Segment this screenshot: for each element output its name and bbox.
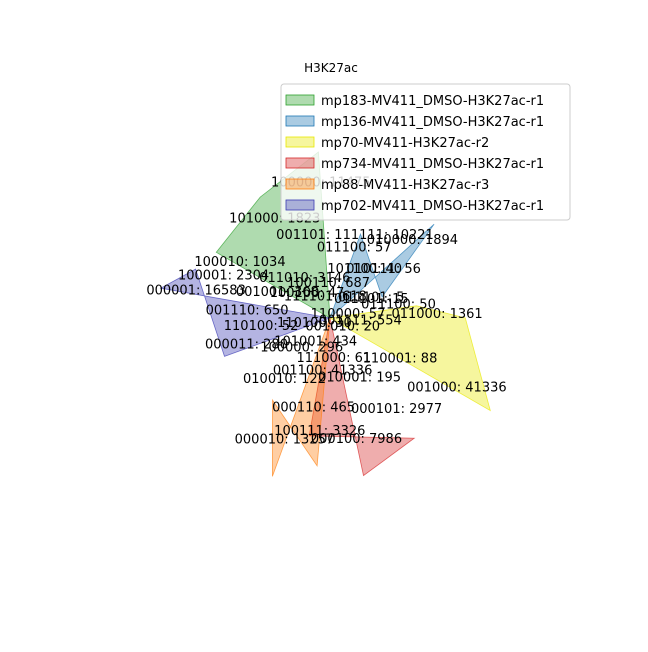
annotation-label: 111000: 61 xyxy=(296,351,371,366)
petal-series-6 xyxy=(159,268,332,357)
legend-box xyxy=(280,83,571,221)
legend-swatch xyxy=(285,157,315,169)
legend-label: mp70-MV411-H3K27ac-r2 xyxy=(321,136,489,151)
data-label: 011101: 5 xyxy=(338,290,404,305)
annotation-label: 001111: 554 xyxy=(319,314,402,329)
annotation-label: 111101: 618 xyxy=(284,290,367,305)
data-label: 000110: 465 xyxy=(272,400,355,415)
petal-series-3 xyxy=(328,305,491,412)
data-label: 000101: 2977 xyxy=(351,402,442,417)
annotation-label: 010001: 195 xyxy=(318,370,401,385)
annotation-label: 001010: 20 xyxy=(305,320,380,335)
annotation-label: 001101: 111111: 10221 xyxy=(276,228,434,243)
legend-label: mp734-MV411_DMSO-H3K27ac-r1 xyxy=(321,157,544,172)
legend: mp183-MV411_DMSO-H3K27ac-r1 mp136-MV411_D… xyxy=(280,83,571,221)
data-label: 000100: 7986 xyxy=(311,432,402,447)
data-label: 100001: 2304 xyxy=(178,268,269,283)
data-label: 100111: 3326 xyxy=(274,424,365,439)
legend-swatch xyxy=(285,199,315,211)
petal-series-2 xyxy=(329,223,435,319)
annotation-label: 110100: 52 xyxy=(224,319,299,334)
legend-swatch xyxy=(285,178,315,190)
data-label: 000001: 16583 xyxy=(146,283,246,298)
annotation-label: 101100: 40 xyxy=(327,262,402,277)
petal-series-5 xyxy=(271,317,331,477)
data-label: 011100: 57 xyxy=(317,241,392,256)
annotation-label: 010111: 56 xyxy=(346,262,421,277)
annotation-label: 101001: 434 xyxy=(274,335,357,350)
annotation-label: 110000: 57 xyxy=(311,307,386,322)
annotation-label: 110001: 88 xyxy=(363,352,438,367)
annotation-label: 001110: 650 xyxy=(206,303,289,318)
annotation-label: 100100: 47 xyxy=(270,286,345,301)
legend-label: mp702-MV411_DMSO-H3K27ac-r1 xyxy=(321,199,544,214)
annotation-label: 001100: 41336 xyxy=(273,364,373,379)
annotation-label: 100000: 296 xyxy=(260,341,343,356)
petal-series-4 xyxy=(308,317,416,477)
data-label: 001000: 41336 xyxy=(407,380,507,395)
annotation-label: 011010: 3146 xyxy=(259,271,350,286)
data-label: 011100: 50 xyxy=(361,297,436,312)
data-label: 010010: 122 xyxy=(243,372,326,387)
data-label: 000010: 13257 xyxy=(235,432,335,447)
legend-label: mp136-MV411_DMSO-H3K27ac-r1 xyxy=(321,115,544,130)
data-label: 011000: 1361 xyxy=(391,307,482,322)
annotation-label: 001001: 368 xyxy=(236,285,319,300)
chart-title: H3K27ac xyxy=(304,61,358,75)
annotation-label: 011101: 15 xyxy=(334,292,409,307)
data-label: 010000: 1894 xyxy=(367,233,458,248)
legend-swatch xyxy=(285,94,315,106)
legend-swatch xyxy=(285,136,315,148)
annotation-label: 100110: 687 xyxy=(287,276,370,291)
annotation-label: 110100: 30 xyxy=(277,316,352,331)
data-label: 000011: 280 xyxy=(205,337,288,352)
data-label: 100010: 1034 xyxy=(194,255,285,270)
legend-label: mp183-MV411_DMSO-H3K27ac-r1 xyxy=(321,94,544,109)
legend-label: mp88-MV411-H3K27ac-r3 xyxy=(321,178,489,193)
legend-swatch xyxy=(285,115,315,127)
